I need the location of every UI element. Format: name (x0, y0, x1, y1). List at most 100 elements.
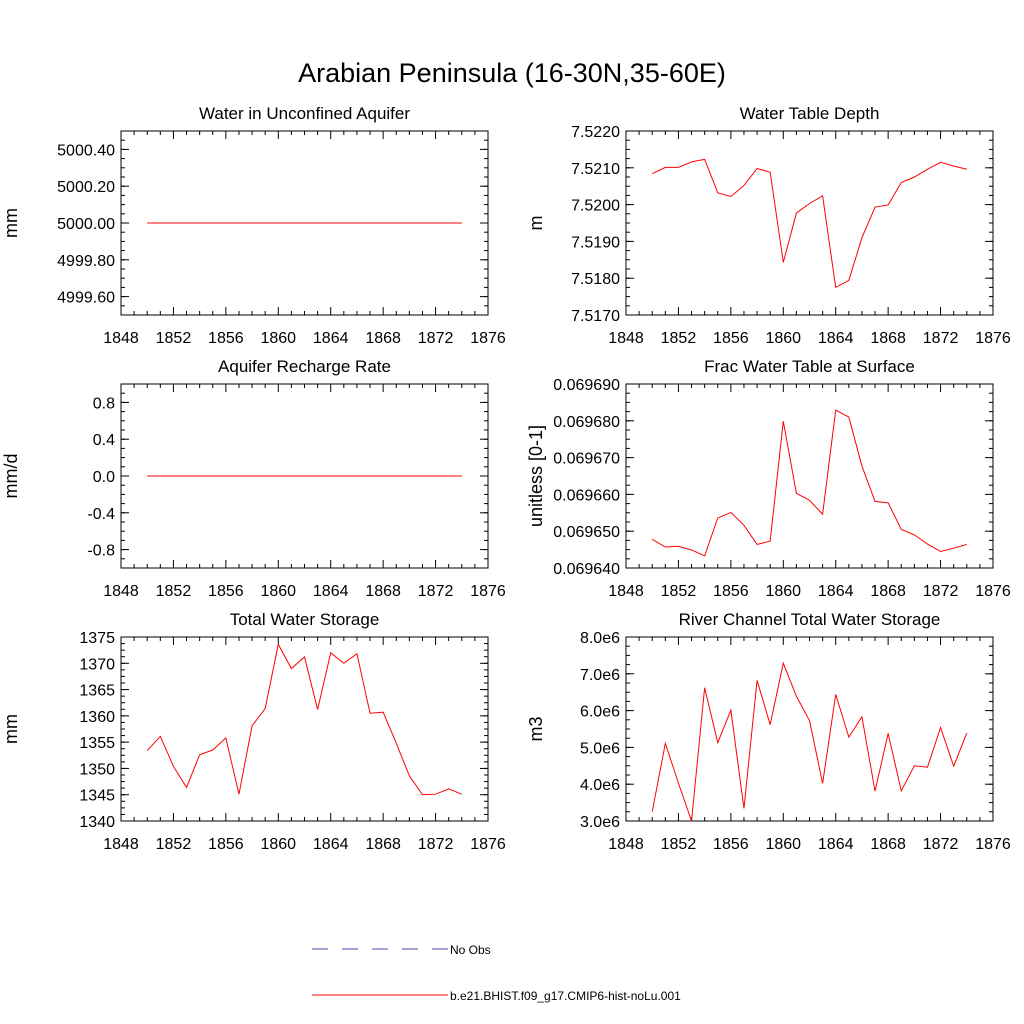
x-tick-label: 1876 (470, 836, 506, 853)
plot-frame (625, 636, 994, 822)
x-tick-label: 1864 (818, 836, 854, 853)
x-tick-label: 1852 (156, 583, 192, 600)
y-axis-label: m (526, 216, 546, 231)
x-tick-label: 1860 (260, 583, 296, 600)
chart-panel: River Channel Total Water Storage 1848 185… (526, 610, 1011, 853)
panel-title: Aquifer Recharge Rate (218, 357, 391, 376)
y-axis-label: m3 (526, 716, 546, 741)
series-line (651, 158, 967, 289)
x-tick-label: 1864 (313, 583, 349, 600)
y-tick-label: 1375 (79, 630, 115, 647)
y-tick-label: 7.5190 (571, 234, 620, 251)
y-tick-label: 0.069660 (553, 487, 620, 504)
x-tick-label: 1876 (470, 330, 506, 347)
x-tick-label: 1860 (765, 836, 801, 853)
x-tick-label: 1872 (418, 330, 454, 347)
x-tick-label: 1860 (260, 836, 296, 853)
series-line (146, 642, 462, 796)
y-tick-label: 4999.60 (57, 290, 115, 307)
x-tick-label: 1860 (765, 330, 801, 347)
x-tick-label: 1848 (103, 836, 139, 853)
x-tick-label: 1852 (156, 836, 192, 853)
y-axis-label: unitless [0-1] (526, 425, 546, 527)
legend-model-label: b.e21.BHIST.f09_g17.CMIP6-hist-noLu.001 (450, 989, 681, 1003)
y-tick-label: -0.4 (87, 506, 115, 523)
x-tick-label: 1876 (470, 583, 506, 600)
y-tick-label: 5000.20 (57, 179, 115, 196)
x-tick-label: 1848 (103, 583, 139, 600)
x-tick-label: 1872 (923, 836, 959, 853)
x-tick-label: 1872 (923, 583, 959, 600)
x-tick-label: 1856 (713, 330, 749, 347)
y-tick-label: 1370 (79, 656, 115, 673)
y-tick-label: 5.0e6 (580, 740, 620, 757)
plot-frame (120, 636, 489, 822)
x-tick-label: 1868 (365, 330, 401, 347)
y-tick-label: 1340 (79, 814, 115, 831)
x-tick-label: 1856 (208, 583, 244, 600)
y-tick-label: 4999.80 (57, 253, 115, 270)
x-tick-label: 1868 (870, 583, 906, 600)
panel-title: Total Water Storage (230, 610, 380, 629)
x-tick-label: 1848 (608, 330, 644, 347)
y-tick-label: 0.0 (93, 469, 115, 486)
panels-grid: Water in Unconfined Aquifer 1848 1852 1856 1… (1, 104, 1011, 853)
x-tick-label: 1868 (365, 836, 401, 853)
panel-title: River Channel Total Water Storage (679, 610, 941, 629)
x-tick-label: 1848 (608, 583, 644, 600)
y-tick-label: 1365 (79, 683, 115, 700)
panel-title: Water Table Depth (740, 104, 880, 123)
chart-panel: Water in Unconfined Aquifer 1848 1852 1856 1… (1, 104, 506, 347)
x-tick-label: 1856 (713, 836, 749, 853)
y-tick-label: 7.0e6 (580, 667, 620, 684)
panel-title: Frac Water Table at Surface (704, 357, 915, 376)
x-tick-label: 1864 (313, 836, 349, 853)
x-tick-label: 1852 (661, 583, 697, 600)
plot-frame (625, 130, 994, 316)
chart-panel: Aquifer Recharge Rate 1848 1852 1856 1860 186… (1, 357, 506, 600)
y-tick-label: 0.069690 (553, 377, 620, 394)
y-tick-label: 6.0e6 (580, 704, 620, 721)
x-tick-label: 1856 (208, 330, 244, 347)
chart-panel: Frac Water Table at Surface 1848 1852 1856 1… (526, 357, 1011, 600)
x-tick-label: 1872 (418, 836, 454, 853)
legend-obs-label: No Obs (450, 943, 491, 957)
y-tick-label: 0.4 (93, 432, 115, 449)
x-tick-label: 1868 (870, 330, 906, 347)
x-tick-label: 1848 (608, 836, 644, 853)
x-tick-label: 1864 (818, 330, 854, 347)
x-tick-label: 1864 (818, 583, 854, 600)
x-tick-label: 1852 (156, 330, 192, 347)
x-tick-label: 1868 (870, 836, 906, 853)
y-axis-label: mm/d (1, 454, 21, 499)
x-tick-label: 1876 (975, 583, 1011, 600)
y-tick-label: 0.069680 (553, 414, 620, 431)
y-tick-label: 1345 (79, 788, 115, 805)
y-tick-label: 0.069640 (553, 561, 620, 578)
x-tick-label: 1876 (975, 836, 1011, 853)
y-tick-label: 7.5170 (571, 308, 620, 325)
y-tick-label: 1360 (79, 709, 115, 726)
panel-title: Water in Unconfined Aquifer (199, 104, 410, 123)
y-tick-label: 5000.40 (57, 142, 115, 159)
y-tick-label: 7.5210 (571, 161, 620, 178)
x-tick-label: 1876 (975, 330, 1011, 347)
x-tick-label: 1860 (260, 330, 296, 347)
legend: No Obs b.e21.BHIST.f09_g17.CMIP6-hist-no… (312, 943, 681, 1003)
chart-panel: Total Water Storage 1848 1852 1856 1860 1864 1… (1, 610, 506, 853)
chart-panel: Water Table Depth 1848 1852 1856 1860 1864 186… (526, 104, 1011, 347)
x-tick-label: 1872 (418, 583, 454, 600)
y-tick-label: 7.5220 (571, 124, 620, 141)
y-tick-label: 0.8 (93, 395, 115, 412)
series-line (651, 409, 967, 557)
y-tick-label: 3.0e6 (580, 814, 620, 831)
y-tick-label: 8.0e6 (580, 630, 620, 647)
series-line (651, 661, 968, 822)
x-tick-label: 1856 (208, 836, 244, 853)
y-axis-label: mm (1, 714, 21, 744)
y-tick-label: 0.069650 (553, 524, 620, 541)
y-tick-label: 7.5180 (571, 271, 620, 288)
y-tick-label: 1355 (79, 735, 115, 752)
x-tick-label: 1856 (713, 583, 749, 600)
